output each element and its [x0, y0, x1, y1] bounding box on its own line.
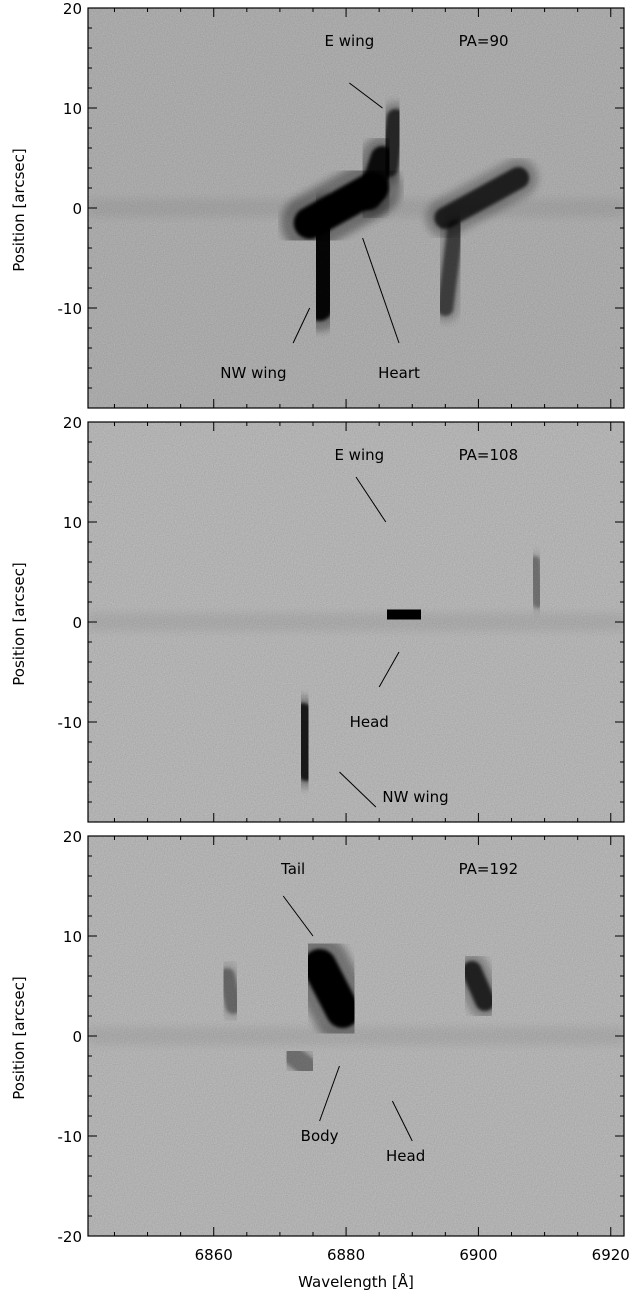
y-tick-label: 20 [63, 414, 82, 432]
y-tick-label: 10 [63, 100, 82, 118]
y-tick-label: -20 [58, 1228, 83, 1246]
feature-pointer [292, 307, 311, 344]
feature-label: Head [350, 713, 389, 731]
y-tick-label: 0 [72, 1028, 82, 1046]
feature-pointer [362, 237, 400, 344]
y-axis-label-panel-1: Position [arcsec] [10, 148, 28, 271]
y-tick-label: 20 [63, 0, 82, 18]
panel-pa90: 20 10 0 -10 PA=90 E wing NW wing Heart [58, 0, 625, 409]
feature-label: E wing [334, 446, 384, 464]
feature-label: NW wing [382, 788, 448, 806]
detector-noise [88, 8, 624, 408]
feature-pointer [339, 771, 377, 808]
feature-pointer [282, 895, 314, 937]
y-tick-label: 10 [63, 514, 82, 532]
feature-label: NW wing [220, 364, 286, 382]
y-tick-label: 0 [72, 614, 82, 632]
detector-noise [88, 836, 624, 1236]
panel-pa192: 20 10 0 -10 -20 PA=192 Tail Body Head 6860 6880 690… [58, 828, 630, 1264]
detector-noise [88, 422, 624, 822]
feature-label: Head [386, 1147, 425, 1165]
position-angle-label: PA=108 [459, 446, 519, 464]
x-axis-label: Wavelength [Å] [298, 1272, 414, 1291]
y-tick-label: 20 [63, 828, 82, 846]
x-tick-label: 6860 [195, 1246, 233, 1264]
x-tick-label: 6880 [327, 1246, 365, 1264]
panel-pa108: 20 10 0 -10 PA=108 E wing Head NW wing [58, 414, 625, 823]
y-tick-label: 10 [63, 928, 82, 946]
y-tick-label: 0 [72, 200, 82, 218]
x-tick-label: 6900 [459, 1246, 497, 1264]
feature-label: Heart [378, 364, 420, 382]
feature-pointer [355, 476, 387, 523]
y-axis-label-panel-2: Position [arcsec] [10, 562, 28, 685]
y-tick-label: -10 [58, 300, 83, 318]
feature-label: E wing [325, 32, 375, 50]
feature-pointer [391, 1100, 413, 1142]
y-tick-label: -10 [58, 1128, 83, 1146]
position-angle-label: PA=90 [459, 32, 509, 50]
feature-label: Body [301, 1127, 339, 1145]
feature-pointer [349, 82, 383, 109]
y-axis-label-panel-3: Position [arcsec] [10, 976, 28, 1099]
y-tick-label: -10 [58, 714, 83, 732]
position-angle-label: PA=192 [459, 860, 519, 878]
feature-label: Tail [280, 860, 305, 878]
x-tick-label: 6920 [592, 1246, 630, 1264]
feature-pointer [378, 651, 400, 688]
feature-pointer [319, 1065, 340, 1122]
